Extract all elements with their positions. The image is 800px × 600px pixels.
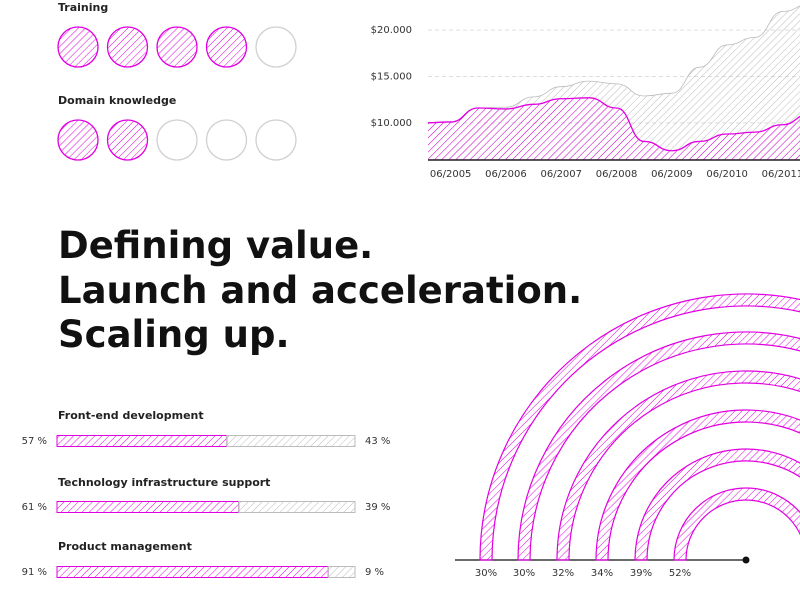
radial-value-label: 34% bbox=[591, 568, 613, 579]
progress-segment bbox=[226, 435, 356, 447]
rating-filled bbox=[57, 26, 248, 68]
rating-dot-empty bbox=[156, 119, 198, 161]
x-tick-label: 06/2007 bbox=[540, 169, 582, 180]
progress-value-label: 57 % bbox=[22, 436, 47, 447]
rating-dot-filled bbox=[106, 119, 149, 161]
radial-ring bbox=[556, 370, 800, 561]
plot-area bbox=[428, 5, 800, 160]
y-tick-label: $20.000 bbox=[371, 25, 412, 36]
radial-value-label: 52% bbox=[669, 568, 691, 579]
progress-segment bbox=[327, 566, 356, 578]
radial-ring bbox=[517, 331, 800, 561]
x-tick-label: 06/2006 bbox=[485, 169, 527, 180]
radial-ring bbox=[673, 487, 800, 561]
y-tick-label: $10.000 bbox=[371, 118, 412, 129]
progress-rest-label: 43 % bbox=[365, 436, 390, 447]
rating-label: Domain knowledge bbox=[58, 94, 176, 107]
x-tick-label: 06/2010 bbox=[706, 169, 748, 180]
x-tick-label: 06/2009 bbox=[651, 169, 693, 180]
rating-dot-empty bbox=[205, 119, 248, 161]
rating-dot-filled bbox=[57, 26, 99, 68]
progress-label: Technology infrastructure support bbox=[58, 476, 270, 489]
x-tick-label: 06/2011 bbox=[762, 169, 800, 180]
progress-label: Front-end development bbox=[58, 409, 204, 422]
rating-dot-filled bbox=[57, 119, 99, 161]
progress-rest-label: 39 % bbox=[365, 502, 390, 513]
rating-dot-filled bbox=[156, 26, 198, 68]
radial-value-label: 32% bbox=[552, 568, 574, 579]
rating-label: Training bbox=[58, 1, 108, 14]
progress-rest-label: 9 % bbox=[365, 567, 384, 578]
y-tick-label: $15.000 bbox=[371, 71, 412, 82]
radial-ring bbox=[479, 293, 800, 561]
progress-segment bbox=[56, 566, 329, 578]
rating-filled bbox=[57, 119, 149, 161]
radial-value-label: 39% bbox=[630, 568, 652, 579]
headline: Launch and acceleration. bbox=[58, 269, 582, 312]
headline: Defining value. bbox=[58, 224, 373, 267]
x-tick-label: 06/2008 bbox=[596, 169, 638, 180]
x-tick-label: 06/2005 bbox=[430, 169, 472, 180]
radial-value-label: 30% bbox=[475, 568, 497, 579]
rating-dot-filled bbox=[205, 26, 248, 68]
progress-value-label: 91 % bbox=[22, 567, 47, 578]
radial-value-label: 30% bbox=[513, 568, 535, 579]
progress-value-label: 61 % bbox=[22, 502, 47, 513]
progress-segment bbox=[56, 435, 228, 447]
rating-dot-empty bbox=[255, 26, 297, 68]
radial-ring bbox=[595, 409, 800, 561]
rating-dot-filled bbox=[106, 26, 149, 68]
progress-segment bbox=[56, 501, 240, 513]
progress-label: Product management bbox=[58, 540, 192, 553]
radial-center bbox=[742, 556, 750, 564]
headline: Scaling up. bbox=[58, 313, 290, 356]
rating-dot-empty bbox=[255, 119, 297, 161]
radial-ring bbox=[634, 448, 800, 561]
area-series bbox=[428, 97, 800, 160]
progress-segment bbox=[238, 501, 356, 513]
